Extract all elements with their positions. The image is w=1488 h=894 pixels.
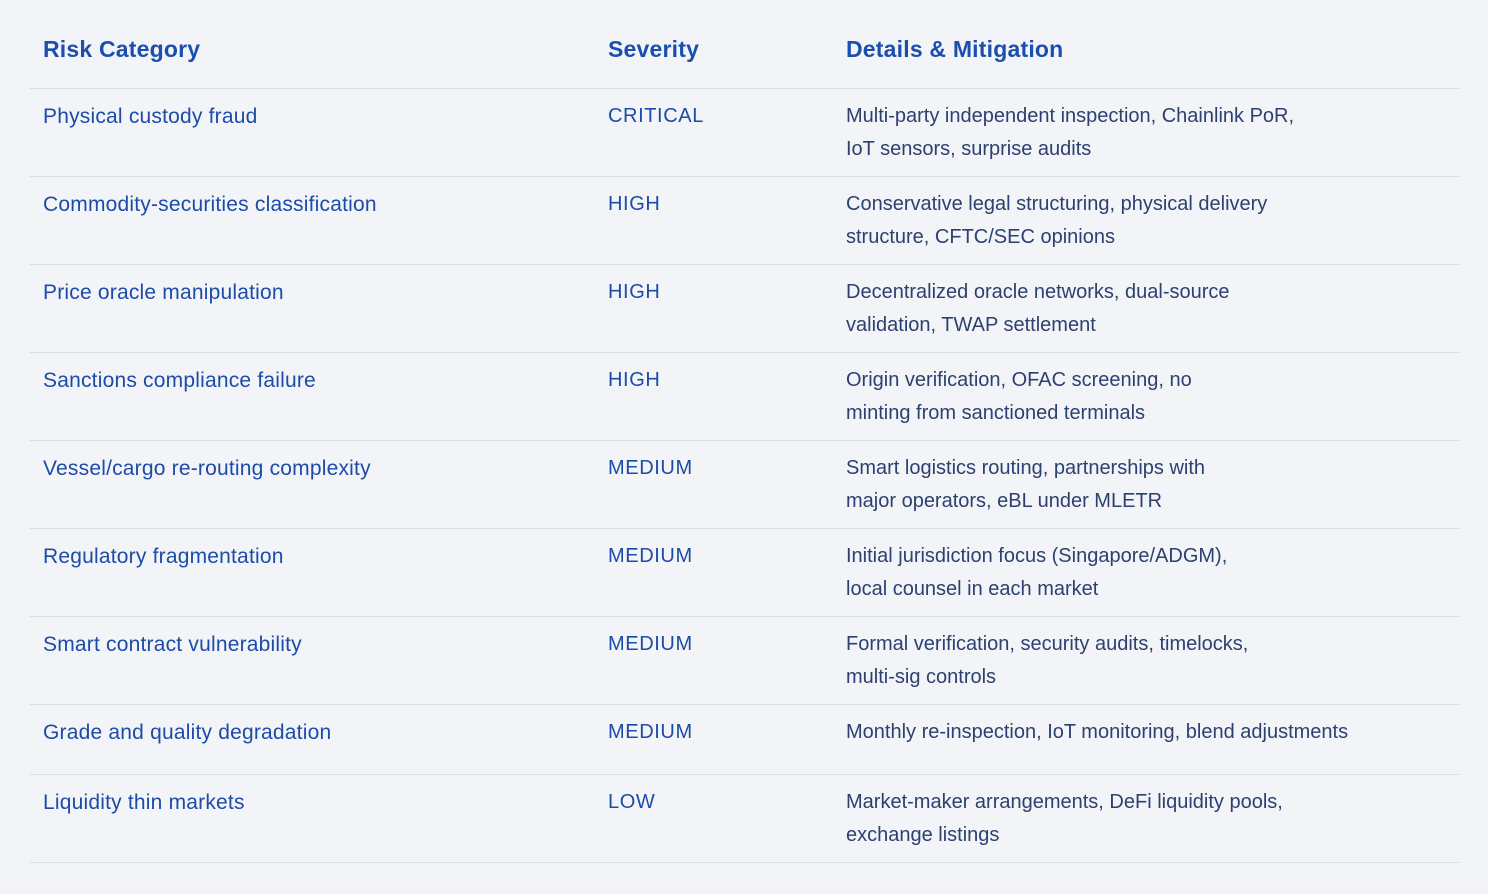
- severity-cell: LOW: [608, 791, 656, 813]
- risk-table-body: Physical custody fraud CRITICAL Multi-pa…: [30, 89, 1460, 863]
- risk-category-cell: Commodity-securities classification: [43, 193, 377, 216]
- severity-cell: MEDIUM: [608, 545, 693, 567]
- risk-category-cell: Physical custody fraud: [43, 105, 258, 128]
- table-row: Liquidity thin markets LOW Market-maker …: [30, 775, 1460, 863]
- risk-category-cell: Liquidity thin markets: [43, 791, 245, 814]
- risk-category-cell: Regulatory fragmentation: [43, 545, 284, 568]
- details-cell: Initial jurisdiction focus (Singapore/AD…: [846, 545, 1228, 600]
- table-header-row: Risk Category Severity Details & Mitigat…: [30, 0, 1460, 89]
- details-cell: Smart logistics routing, partnerships wi…: [846, 457, 1206, 512]
- severity-cell: HIGH: [608, 193, 661, 215]
- risk-category-cell: Grade and quality degradation: [43, 721, 332, 744]
- risk-category-cell: Smart contract vulnerability: [43, 633, 302, 656]
- table-row: Vessel/cargo re-routing complexity MEDIU…: [30, 441, 1460, 529]
- table-row: Price oracle manipulation HIGH Decentral…: [30, 265, 1460, 353]
- severity-cell: MEDIUM: [608, 721, 693, 743]
- details-cell: Market-maker arrangements, DeFi liquidit…: [846, 791, 1283, 846]
- details-cell: Multi-party independent inspection, Chai…: [846, 105, 1295, 160]
- table-row: Physical custody fraud CRITICAL Multi-pa…: [30, 89, 1460, 177]
- risk-category-cell: Sanctions compliance failure: [43, 369, 316, 392]
- table-row: Regulatory fragmentation MEDIUM Initial …: [30, 529, 1460, 617]
- details-cell: Conservative legal structuring, physical…: [846, 193, 1268, 248]
- details-cell: Monthly re-inspection, IoT monitoring, b…: [846, 721, 1349, 743]
- table-row: Grade and quality degradation MEDIUM Mon…: [30, 705, 1460, 775]
- details-cell: Formal verification, security audits, ti…: [846, 633, 1249, 688]
- table-row: Commodity-securities classification HIGH…: [30, 177, 1460, 265]
- column-header-severity: Severity: [608, 36, 700, 62]
- table-row: Smart contract vulnerability MEDIUM Form…: [30, 617, 1460, 705]
- severity-cell: MEDIUM: [608, 633, 693, 655]
- severity-cell: HIGH: [608, 369, 661, 391]
- risk-category-cell: Vessel/cargo re-routing complexity: [43, 457, 371, 480]
- severity-cell: CRITICAL: [608, 105, 704, 127]
- details-cell: Decentralized oracle networks, dual-sour…: [846, 281, 1230, 336]
- risk-table: Risk Category Severity Details & Mitigat…: [30, 0, 1460, 863]
- severity-cell: HIGH: [608, 281, 661, 303]
- column-header-details-mitigation: Details & Mitigation: [846, 36, 1064, 62]
- details-cell: Origin verification, OFAC screening, no …: [846, 369, 1192, 424]
- risk-category-cell: Price oracle manipulation: [43, 281, 284, 304]
- severity-cell: MEDIUM: [608, 457, 693, 479]
- column-header-risk-category: Risk Category: [43, 36, 201, 62]
- table-row: Sanctions compliance failure HIGH Origin…: [30, 353, 1460, 441]
